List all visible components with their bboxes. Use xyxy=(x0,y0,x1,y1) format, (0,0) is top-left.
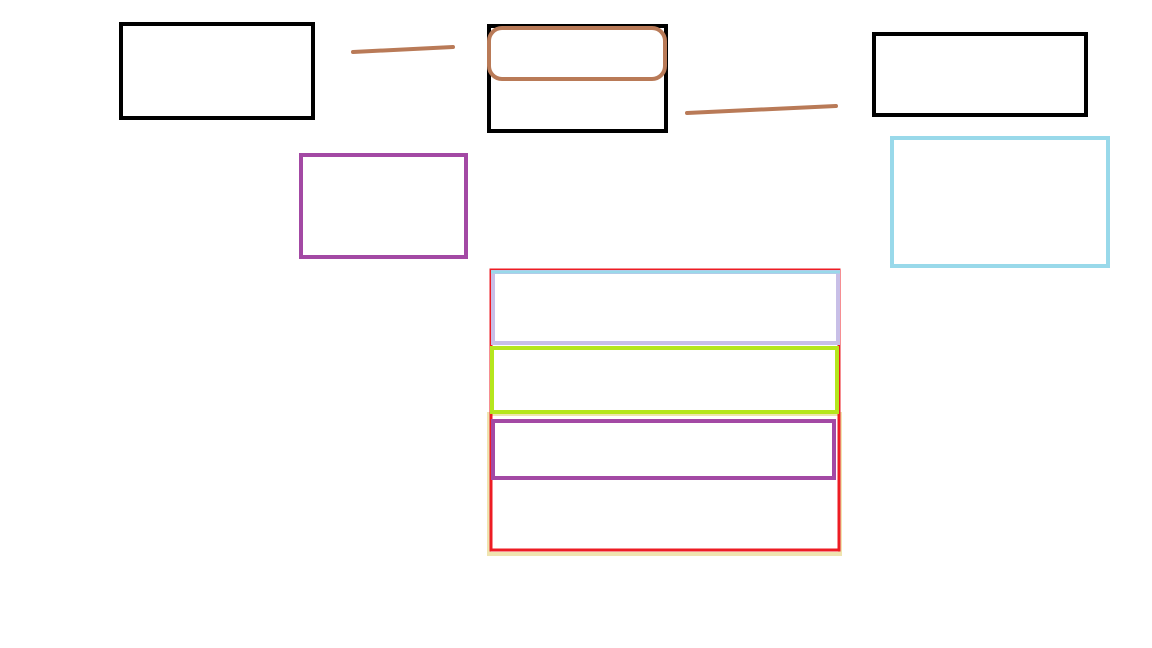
center-rounded-box xyxy=(487,26,667,81)
purple-box-left xyxy=(299,153,468,259)
stack-row-1 xyxy=(491,270,840,345)
right-connector-line xyxy=(685,104,838,115)
right-box xyxy=(872,32,1088,117)
stack-row-2 xyxy=(490,346,839,414)
stack-row-3 xyxy=(491,419,836,480)
light-blue-box-right xyxy=(890,136,1110,268)
left-connector-line xyxy=(351,45,455,54)
left-box xyxy=(119,22,315,120)
stack-bottom-box xyxy=(487,412,842,556)
